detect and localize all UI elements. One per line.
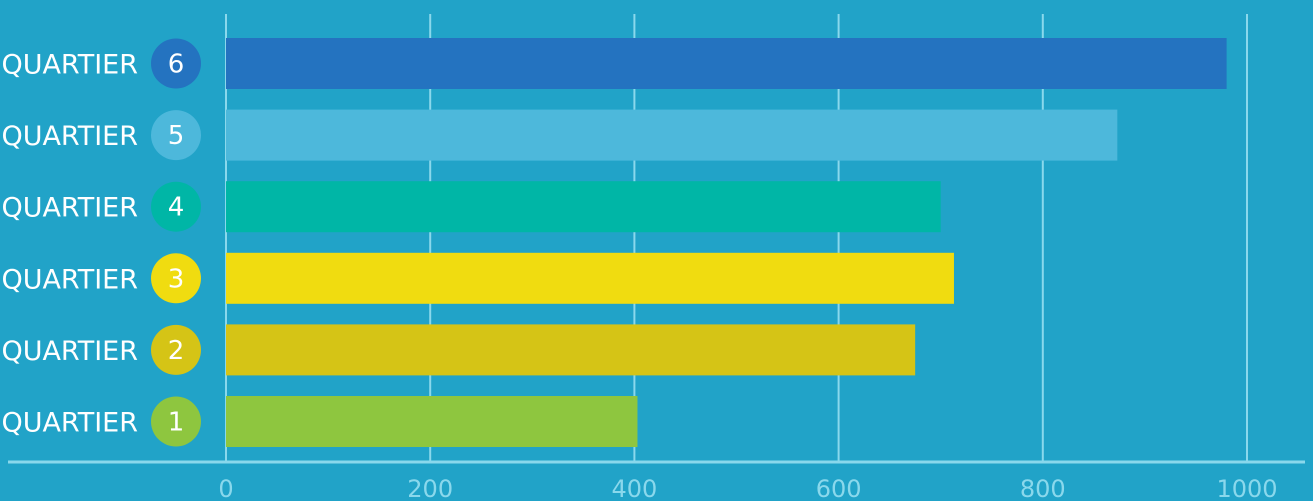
category-badge [151, 253, 201, 304]
category-badge [151, 324, 201, 375]
x-axis: 0 200 400 600 800 1000 [8, 460, 1305, 501]
x-tick-label: 600 [816, 475, 862, 501]
category-badge [151, 181, 201, 232]
category-badge-number: 2 [168, 336, 185, 366]
x-tick-label: 800 [1020, 475, 1066, 501]
x-tick-label: 1000 [1216, 475, 1277, 501]
x-tick-label: 200 [407, 475, 453, 501]
bar [226, 396, 638, 447]
category-label: QUARTIER [1, 50, 138, 81]
bar [226, 181, 941, 233]
category-label: QUARTIER [1, 336, 138, 367]
category-badge-number: 3 [168, 264, 185, 294]
category-badge [151, 38, 201, 89]
bars [226, 38, 1227, 447]
bar [226, 324, 916, 376]
category-label: QUARTIER [1, 121, 138, 152]
category-badge [151, 110, 201, 161]
category-badge-number: 1 [168, 408, 185, 438]
x-tick-label: 400 [611, 475, 657, 501]
category-badge-number: 6 [168, 50, 185, 80]
bar [226, 109, 1118, 161]
category-badge-number: 5 [168, 121, 185, 151]
x-tick-label: 0 [218, 475, 233, 501]
category-label: QUARTIER [1, 264, 138, 295]
category-label: QUARTIER [1, 193, 138, 224]
category-badge-number: 4 [168, 193, 185, 223]
bar [226, 38, 1227, 89]
category-labels: QUARTIER 6 QUARTIER 5 QUARTIER 4 QUARTIER 3 QUAR… [1, 38, 201, 447]
category-label: QUARTIER [1, 408, 138, 439]
category-badge [151, 396, 201, 447]
bar [226, 252, 954, 304]
